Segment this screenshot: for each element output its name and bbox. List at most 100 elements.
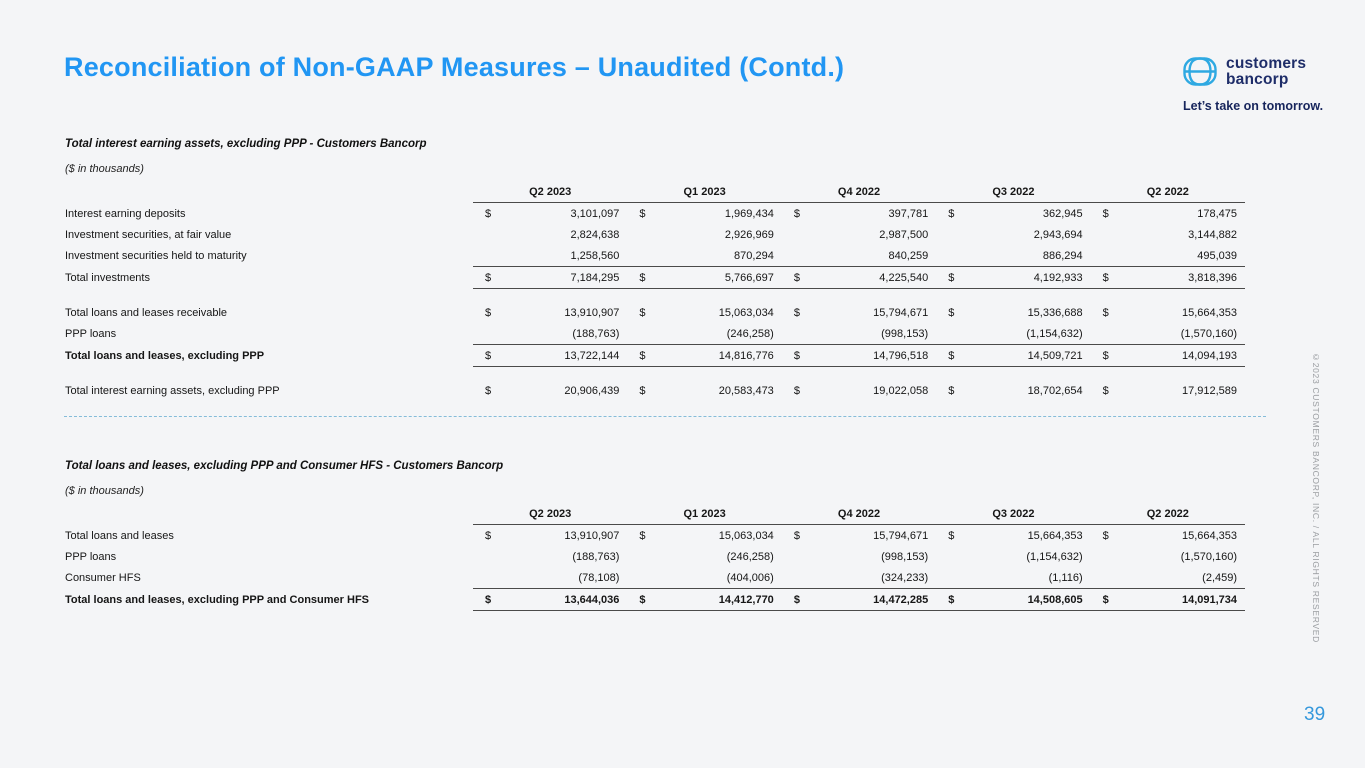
table-row: Investment securities held to maturity 1,… [65, 245, 1245, 266]
value-cell: $15,794,671 [782, 302, 936, 323]
value-cell: 870,294 [627, 245, 781, 266]
table-row: Consumer HFS (78,108) (404,006) (324,233) (1… [65, 567, 1245, 588]
cell-value: 2,926,969 [724, 228, 774, 241]
cell-value: 3,818,396 [1188, 271, 1238, 284]
cell-value: 870,294 [734, 249, 774, 262]
row-label: PPP loans [65, 550, 117, 563]
currency-symbol: $ [793, 529, 800, 542]
cell-value: 15,664,353 [1181, 306, 1238, 319]
cell-value: 15,063,034 [718, 306, 774, 319]
value-cell: $3,101,097 [473, 203, 627, 224]
currency-symbol: $ [948, 349, 955, 362]
column-header: Q3 2022 [992, 508, 1035, 520]
currency-symbol: $ [639, 529, 646, 542]
cell-value: 14,412,770 [718, 593, 774, 606]
value-cell: $397,781 [782, 203, 936, 224]
row-label: Investment securities held to maturity [65, 249, 247, 262]
value-cell: (998,153) [782, 323, 936, 344]
currency-symbol: $ [485, 384, 492, 397]
row-values: $7,184,295 $5,766,697 $4,225,540 $4,192,933… [473, 266, 1245, 289]
cell-value: (1,116) [1048, 571, 1083, 584]
value-cell: $4,192,933 [936, 267, 1090, 288]
table2-units: ($ in thousands) [65, 485, 144, 497]
cell-value: 19,022,058 [873, 384, 929, 397]
cell-value: 840,259 [888, 249, 929, 262]
column-header: Q2 2023 [529, 508, 572, 520]
row-label: Interest earning deposits [65, 207, 186, 220]
currency-symbol: $ [639, 349, 646, 362]
currency-symbol: $ [1102, 306, 1109, 319]
currency-symbol: $ [948, 593, 955, 606]
value-cell: (188,763) [473, 546, 627, 567]
cell-value: 15,794,671 [873, 529, 929, 542]
value-cell: $15,336,688 [936, 302, 1090, 323]
value-cell: (2,459) [1091, 567, 1245, 588]
value-cell: $5,766,697 [627, 267, 781, 288]
cell-value: (1,570,160) [1180, 550, 1238, 563]
value-cell: $4,225,540 [782, 267, 936, 288]
cell-value: (1,570,160) [1180, 327, 1238, 340]
cell-value: 14,509,721 [1027, 349, 1083, 362]
cell-value: 15,063,034 [718, 529, 774, 542]
value-cell: 2,987,500 [782, 224, 936, 245]
row-values: 1,258,560 870,294 840,259 886,294 495,039 [473, 245, 1245, 266]
cell-value: (188,763) [572, 550, 620, 563]
cell-value: 14,472,285 [873, 593, 929, 606]
value-cell: 886,294 [936, 245, 1090, 266]
table-row: Total loans and leases, excluding PPP $13… [65, 344, 1245, 367]
row-label: Total interest earning assets, excluding… [65, 384, 280, 397]
logo-wordmark-line2: bancorp [1226, 70, 1289, 88]
cell-value: 20,906,439 [564, 384, 620, 397]
value-cell: $15,063,034 [627, 302, 781, 323]
row-label: Total loans and leases receivable [65, 306, 228, 319]
value-cell: (1,570,160) [1091, 546, 1245, 567]
table-row: Total loans and leases, excluding PPP an… [65, 588, 1245, 611]
row-values: (188,763) (246,258) (998,153) (1,154,632) (1… [473, 323, 1245, 344]
page-number: 39 [1304, 704, 1326, 725]
currency-symbol: $ [639, 271, 646, 284]
row-label: Total loans and leases, excluding PPP an… [65, 593, 370, 606]
row-values: (78,108) (404,006) (324,233) (1,116) (2,459) [473, 567, 1245, 588]
cell-value: 2,943,694 [1033, 228, 1083, 241]
cell-value: (1,154,632) [1026, 550, 1083, 563]
cell-value: 14,796,518 [873, 349, 929, 362]
value-cell: $20,583,473 [627, 380, 781, 401]
cell-value: (246,258) [726, 550, 774, 563]
table-header-row: Q2 2023 Q1 2023 Q4 2022 Q3 2022 Q2 2022 [65, 506, 1245, 525]
cell-value: 13,722,144 [564, 349, 620, 362]
cell-value: 13,644,036 [564, 593, 620, 606]
currency-symbol: $ [639, 207, 646, 220]
row-values: $3,101,097 $1,969,434 $397,781 $362,945 $178… [473, 203, 1245, 224]
cell-value: 20,583,473 [718, 384, 774, 397]
row-values: $13,722,144 $14,816,776 $14,796,518 $14,509… [473, 344, 1245, 367]
header-columns: Q2 2023 Q1 2023 Q4 2022 Q3 2022 Q2 2022 [473, 506, 1245, 525]
currency-symbol: $ [1102, 207, 1109, 220]
cell-value: 2,987,500 [879, 228, 929, 241]
cell-value: (998,153) [881, 327, 929, 340]
cell-value: 17,912,589 [1181, 384, 1238, 397]
cell-value: 14,508,605 [1027, 593, 1083, 606]
table-row: Total investments $7,184,295 $5,766,697 $4,… [65, 266, 1245, 289]
value-cell: 2,926,969 [627, 224, 781, 245]
currency-symbol: $ [485, 349, 492, 362]
cell-value: (78,108) [578, 571, 620, 584]
table-row: Total interest earning assets, excluding… [65, 380, 1245, 401]
table2-grid: Q2 2023 Q1 2023 Q4 2022 Q3 2022 Q2 2022 Total… [65, 506, 1245, 611]
currency-symbol: $ [1102, 271, 1109, 284]
table-row: Total loans and leases $13,910,907 $15,063… [65, 525, 1245, 546]
column-header: Q1 2023 [683, 186, 726, 198]
table1-grid: Q2 2023 Q1 2023 Q4 2022 Q3 2022 Q2 2022 Inter… [65, 184, 1245, 401]
value-cell: (404,006) [627, 567, 781, 588]
value-cell: (246,258) [627, 546, 781, 567]
cell-value: (404,006) [726, 571, 774, 584]
value-cell: $14,816,776 [627, 345, 781, 366]
currency-symbol: $ [639, 593, 646, 606]
cell-value: 13,910,907 [564, 529, 620, 542]
currency-symbol: $ [485, 207, 492, 220]
value-cell: $17,912,589 [1091, 380, 1245, 401]
row-values: $13,910,907 $15,063,034 $15,794,671 $15,336… [473, 302, 1245, 323]
value-cell: $15,664,353 [1091, 525, 1245, 546]
cell-value: (998,153) [881, 550, 929, 563]
value-cell: $14,094,193 [1091, 345, 1245, 366]
